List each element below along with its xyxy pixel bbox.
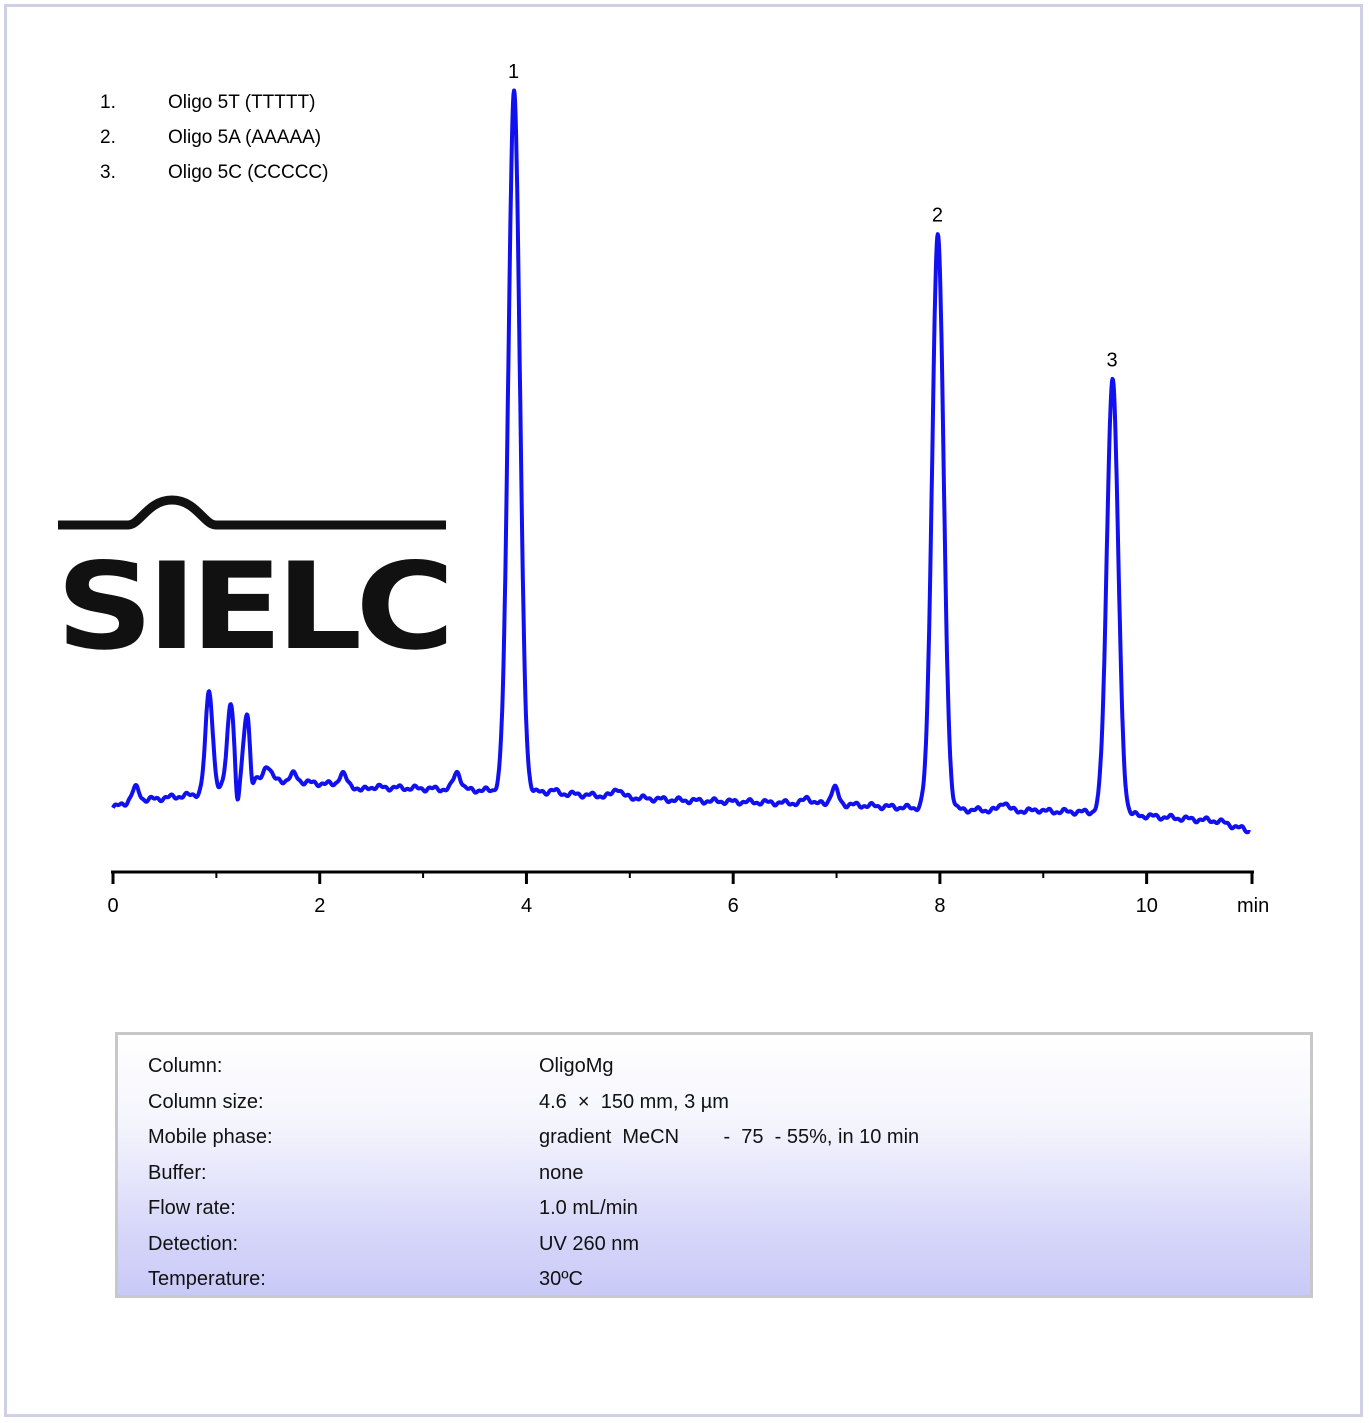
peak-labels: 1 2 3: [508, 61, 1118, 372]
x-tick-label: 4: [521, 895, 532, 917]
logo-arc: [58, 495, 446, 530]
sielc-logo: SIELC: [56, 495, 454, 677]
condition-value: 1.0 mL/min: [539, 1197, 638, 1219]
condition-label: Temperature:: [148, 1268, 266, 1290]
condition-value: OligoMg: [539, 1055, 614, 1077]
condition-value: 30ºC: [539, 1268, 583, 1290]
condition-label: Flow rate:: [148, 1197, 236, 1219]
logo-wordmark: SIELC: [56, 538, 448, 677]
x-axis-unit-label: min: [1237, 895, 1269, 917]
x-tick-label: 10: [1136, 895, 1158, 917]
peak-legend: 1. Oligo 5T (TTTTT) 2. Oligo 5A (AAAAA) …: [100, 92, 328, 183]
x-axis: 0 2 4 6 8 10: [108, 870, 1254, 917]
condition-label: Buffer:: [148, 1161, 207, 1184]
x-tick-label: 0: [108, 895, 119, 917]
x-tick-label: 2: [314, 895, 325, 917]
x-tick-label: 8: [934, 895, 945, 917]
condition-value: 4.6 × 150 mm, 3 µm: [539, 1090, 729, 1113]
legend-number: 2.: [100, 127, 116, 148]
legend-entry: Oligo 5T (TTTTT): [168, 92, 315, 113]
condition-value: gradient MeCN - 75 - 55%, in 10 min: [539, 1126, 920, 1148]
peak-label: 3: [1107, 350, 1118, 372]
legend-number: 1.: [100, 92, 116, 113]
condition-label: Detection:: [148, 1232, 239, 1255]
legend-entry: Oligo 5C (CCCCC): [168, 162, 328, 183]
condition-value: none: [539, 1161, 584, 1184]
legend-number: 3.: [100, 162, 116, 183]
x-tick-label: 6: [728, 895, 739, 917]
conditions-panel: Column: OligoMg Column size: 4.6 × 150 mm, …: [115, 1032, 1313, 1298]
chromatogram-trace: [111, 88, 1252, 835]
condition-label: Column size:: [148, 1090, 264, 1113]
condition-label: Mobile phase:: [148, 1126, 273, 1148]
peak-label: 2: [932, 205, 943, 227]
chromatogram-chart: 1. Oligo 5T (TTTTT) 2. Oligo 5A (AAAAA) …: [56, 61, 1269, 917]
condition-value: UV 260 nm: [539, 1232, 640, 1255]
condition-label: Column:: [148, 1055, 223, 1077]
peak-label: 1: [508, 61, 519, 83]
legend-entry: Oligo 5A (AAAAA): [168, 127, 321, 148]
